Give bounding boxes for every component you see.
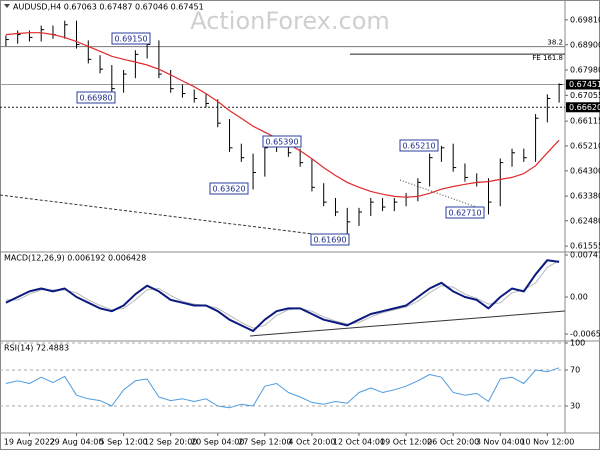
trend-line xyxy=(399,179,486,211)
indicator-line xyxy=(5,367,560,409)
annotations: 0.69150 0.66980 0.65390 0.63620 0.65210 … xyxy=(76,32,485,246)
macd-title: MACD(12,26,9) 0.006192 0.006428 xyxy=(4,254,146,263)
annotation-box xyxy=(310,233,350,246)
x-tick-label: 4 Oct 20:00 xyxy=(288,438,335,447)
y-tick-label: 0.64300 xyxy=(570,166,600,175)
level-label: 38.2 xyxy=(547,39,563,47)
price-label: 0.67451 xyxy=(569,80,600,89)
annotation: 0.65210 xyxy=(402,142,435,151)
y-tick-label: 0.61555 xyxy=(570,242,600,251)
y-tick-label: 0.67055 xyxy=(570,91,600,100)
y-tick-label: 30 xyxy=(570,402,580,411)
y-tick-label: 0.66115 xyxy=(570,117,600,126)
y-tick-label: 0.67980 xyxy=(570,65,600,74)
watermark: ActionForex.com xyxy=(190,7,390,35)
x-tick-label: 29 Aug 04:00 xyxy=(50,438,104,447)
y-tick-label: 0.68900 xyxy=(570,40,600,49)
price-label-box xyxy=(566,79,600,90)
y-tick-label: 0.00 xyxy=(570,293,588,302)
annotation-box xyxy=(209,182,249,195)
annotation-box xyxy=(399,139,439,152)
x-tick-label: 19 Aug 2022 xyxy=(4,438,55,447)
x-tick-label: 3 Nov 04:00 xyxy=(476,438,525,447)
annotation-box xyxy=(262,135,302,148)
x-tick-label: 12 Sep 20:00 xyxy=(144,438,197,447)
y-tick-label: -0.006532 xyxy=(570,330,600,339)
annotation: 0.66980 xyxy=(79,94,112,103)
annotation: 0.69150 xyxy=(114,35,147,44)
price-label: 0.66620 xyxy=(569,103,600,112)
indicator-line xyxy=(5,260,560,329)
annotation: 0.65390 xyxy=(265,138,298,147)
y-tick-label: 0.007411 xyxy=(570,250,600,259)
macd-trend-line xyxy=(249,310,566,337)
chart-title: AUDUSD,H4 0.67063 0.67487 0.67046 0.6745… xyxy=(13,3,204,12)
annotation: 0.61690 xyxy=(313,236,346,245)
symbol-icon xyxy=(4,4,10,8)
y-tick-label: 100 xyxy=(570,339,585,348)
annotation: 0.63620 xyxy=(212,185,245,194)
x-tick-label: 12 Oct 04:00 xyxy=(333,438,385,447)
x-tick-label: 5 Sep 12:00 xyxy=(99,438,147,447)
y-tick-label: 0.62480 xyxy=(570,216,600,225)
x-tick-label: 20 Sep 04:00 xyxy=(191,438,244,447)
price-label-box xyxy=(566,102,600,113)
x-tick-label: 27 Sep 12:00 xyxy=(238,438,291,447)
annotation-box xyxy=(76,91,116,104)
annotation-box xyxy=(445,206,485,219)
rsi-title: RSI(14) 72.4883 xyxy=(4,344,69,353)
x-tick-label: 10 Nov 12:00 xyxy=(520,438,574,447)
y-tick-label: 70 xyxy=(570,366,580,375)
annotation-box xyxy=(111,32,151,45)
x-tick-label: 19 Oct 12:00 xyxy=(380,438,432,447)
y-tick-label: 0.69810 xyxy=(570,15,600,24)
level-label: FE 161.8 xyxy=(532,54,563,62)
x-tick-label: 26 Oct 20:00 xyxy=(427,438,479,447)
y-tick-label: 0.63380 xyxy=(570,192,600,201)
annotation: 0.62710 xyxy=(448,209,481,218)
indicator-line xyxy=(5,259,560,332)
trend-line xyxy=(0,194,346,239)
y-tick-label: 0.65210 xyxy=(570,141,600,150)
